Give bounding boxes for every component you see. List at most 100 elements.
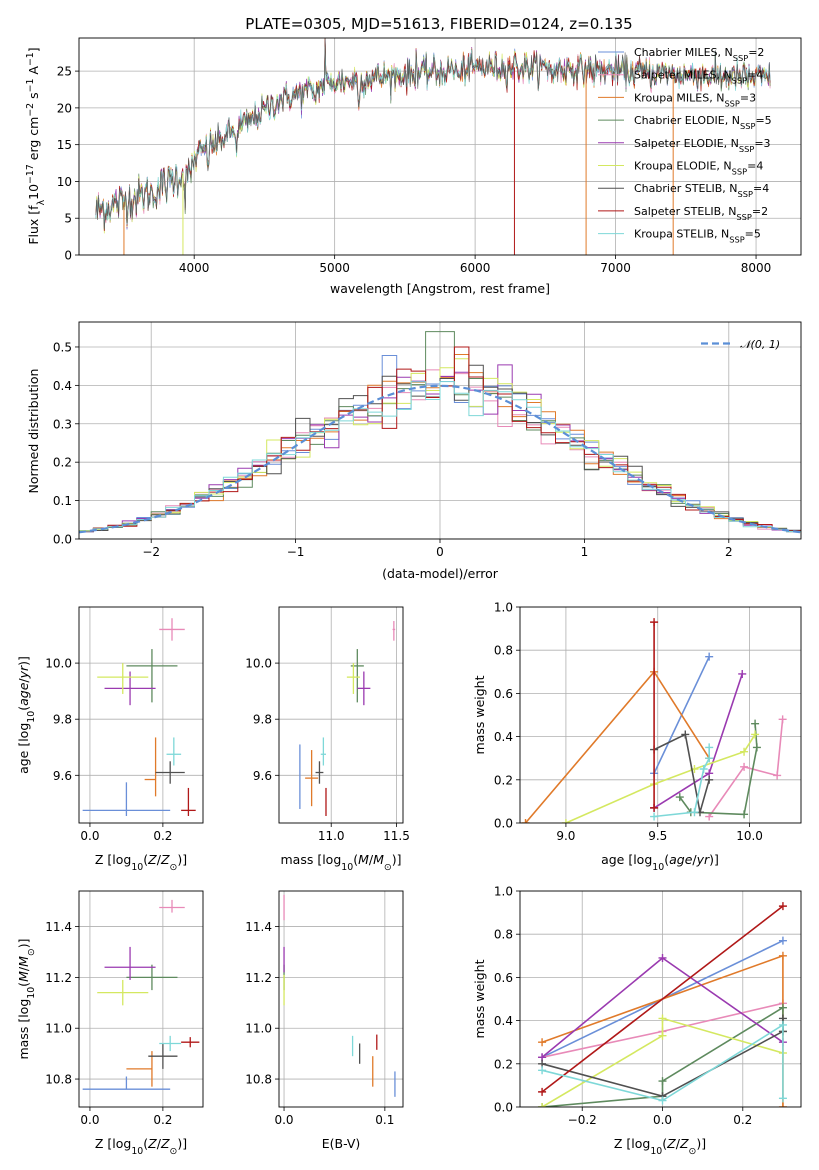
age-vs-z-ylabel-part: age <box>16 682 31 706</box>
age-vs-mass-xlabel-part: ⊙ <box>384 862 392 873</box>
weight-vs-z-ytick-label: 0.0 <box>494 1101 513 1115</box>
age-vs-z-ylabel-part: ( <box>16 706 31 711</box>
legend-entry-4-part: SSP <box>739 144 754 154</box>
spectrum-plot-area <box>79 38 801 255</box>
age-vs-mass-xtick-label: 11.5 <box>383 829 410 843</box>
age-vs-z-point-0 <box>82 782 171 816</box>
weight-vs-z-marker-5-0 <box>538 1103 547 1107</box>
spectrum-xtick-label: 7000 <box>600 261 631 275</box>
weight-vs-age-series-1 <box>708 719 784 817</box>
spectrum-line-0 <box>95 38 771 230</box>
weight-vs-z-xlabel-part: Z <box>679 1136 689 1151</box>
weight-vs-z-xtick-label: −0.2 <box>568 1113 597 1127</box>
age-vs-z-xlabel-part: / <box>157 852 162 867</box>
residuals-ytick-label: 0.2 <box>53 456 72 470</box>
mass-vs-z-grid <box>79 891 203 1107</box>
age-vs-mass-grid <box>279 607 403 823</box>
age-vs-z-ylabel-part: age [log <box>16 723 31 774</box>
weight-vs-z-marker-8-0 <box>538 1066 547 1075</box>
weight-vs-age-axes: 9.0 9.5 10.0 0.0 0.2 0.4 0.6 0.8 1.0 age [log10(a… <box>472 601 802 873</box>
legend-entry-6-part: =4 <box>753 182 769 195</box>
weight-vs-z-marker-5-1 <box>658 1031 667 1040</box>
mass-vs-z-ytick-label: 10.8 <box>45 1073 72 1087</box>
age-vs-z-ylabel: age [log10(age/yr)] <box>16 656 37 774</box>
weight-vs-age-ytick-label: 0.0 <box>494 817 513 831</box>
weight-vs-age-marker-7-0 <box>650 803 659 812</box>
weight-vs-z-xtick-label: 0.0 <box>653 1113 672 1127</box>
legend-entry-4-part: Salpeter ELODIE, N <box>634 137 739 150</box>
legend-entry-5-part: Kroupa ELODIE, N <box>634 160 732 173</box>
mass-vs-z-ylabel-part: )] <box>16 938 31 948</box>
spectrum-ylabel-part: −2 <box>25 103 36 117</box>
weight-vs-age-marker-0-1 <box>705 652 714 661</box>
legend-entry-8: Kroupa STELIB, NSSP=5 <box>634 228 761 245</box>
residuals-hist-8 <box>79 381 801 539</box>
weight-vs-z-frame <box>519 890 802 1108</box>
mass-vs-z-point-3 <box>126 964 178 991</box>
weight-vs-age-marker-8-4 <box>705 743 714 752</box>
legend-entry-4-part: =3 <box>754 137 770 150</box>
spectrum-xlabel: wavelength [Angstrom, rest frame] <box>330 281 550 296</box>
weight-vs-z-marker-0-1 <box>778 936 787 945</box>
weight-vs-z-xlabel-part: )] <box>696 1136 706 1151</box>
residuals-xtick-label: 2 <box>725 545 733 559</box>
mass-vs-z-ylabel-part: M <box>16 956 31 967</box>
age-vs-z-xtick-label: 0.0 <box>80 829 99 843</box>
mass-vs-z-xlabel-part: / <box>157 1136 162 1151</box>
weight-vs-z-xtick-label: 0.2 <box>733 1113 752 1127</box>
legend-entry-2-part: =3 <box>740 91 756 104</box>
weight-vs-z-marker-2-2 <box>778 1103 787 1107</box>
residuals-plot-area <box>79 322 801 539</box>
age-vs-z-ytick-label: 9.8 <box>53 713 72 727</box>
spectrum-ytick-label: 20 <box>57 101 72 115</box>
age-vs-mass-point-5 <box>346 663 360 694</box>
spectrum-ytick-label: 10 <box>57 175 72 189</box>
weight-vs-z-marker-8-3 <box>778 1094 787 1103</box>
spectrum-ylabel-part: ] <box>26 47 41 52</box>
age-vs-mass-xlabel-part: 10 <box>341 862 353 873</box>
weight-vs-z-marker-3-2 <box>658 1077 667 1086</box>
mass-vs-z-xlabel: Z [log10(Z/Z⊙)] <box>95 1136 187 1157</box>
legend-entry-6-part: SSP <box>738 189 753 199</box>
mass-vs-z-point-8 <box>159 1035 182 1052</box>
mass-vs-z-xlabel-part: 10 <box>131 1146 143 1157</box>
weight-vs-age-ylabel: mass weight <box>472 675 487 754</box>
residuals-xlabel: (data-model)/error <box>382 566 499 581</box>
mass-vs-ebv-ytick-label: 11.4 <box>245 920 272 934</box>
age-vs-mass-xlabel-part: mass [log <box>280 852 341 867</box>
mass-vs-z-ylabel-part: ⊙ <box>26 948 37 956</box>
mass-vs-z-point-5 <box>97 979 149 1006</box>
weight-vs-age-frame <box>519 606 802 824</box>
weight-vs-age-xlabel-part: )] <box>709 852 719 867</box>
age-vs-z-ylabel-part: )] <box>16 656 31 666</box>
age-vs-mass-point-8 <box>320 737 326 766</box>
age-vs-mass-xlabel-part: M <box>358 852 369 867</box>
spectrum-ylabel-part: λ <box>36 199 47 205</box>
spectrum-ylabel-part: −1 <box>25 79 36 93</box>
mass-vs-ebv-data <box>283 894 396 1097</box>
weight-vs-z-ylabel: mass weight <box>472 959 487 1038</box>
age-vs-mass-point-3 <box>350 649 364 703</box>
weight-vs-z-marker-8-1 <box>658 1096 667 1105</box>
mass-vs-z-ylabel: mass [log10(M/M⊙)] <box>16 938 37 1059</box>
weight-vs-z-grid <box>520 891 801 1107</box>
residuals-ytick-label: 0.4 <box>53 379 72 393</box>
mass-vs-z-ylabel-part: M <box>16 971 31 982</box>
weight-vs-z-marker-7-0 <box>538 1087 547 1096</box>
weight-vs-age-marker-1-1 <box>740 762 749 771</box>
weight-vs-z-marker-2-0 <box>538 1038 547 1047</box>
residuals-xtick-label: 1 <box>581 545 589 559</box>
weight-vs-z-ytick-label: 0.2 <box>494 1057 513 1071</box>
weight-vs-age-marker-8-3 <box>705 754 714 763</box>
legend-entry-6: Chabrier STELIB, NSSP=4 <box>634 182 769 199</box>
spectrum-ylabel-part: Flux [f <box>26 205 41 245</box>
weight-vs-z-xlabel-part: Z <box>666 1136 676 1151</box>
weight-vs-age-series-5 <box>565 733 756 823</box>
spectrum-ylabel-part: s <box>26 92 41 103</box>
weight-vs-age-marker-8-2 <box>699 765 708 773</box>
age-vs-z-ylabel-part: / <box>16 678 31 683</box>
weight-vs-age-plot-area <box>520 607 801 823</box>
residuals-axes: −2 −1 0 1 2 0.0 0.1 0.2 0.3 0.4 0.5 𝒩(0, 1) (data-mo… <box>26 321 802 581</box>
legend-entry-4: Salpeter ELODIE, NSSP=3 <box>634 137 771 154</box>
weight-vs-z-xlabel-part: Z [log <box>614 1136 650 1151</box>
